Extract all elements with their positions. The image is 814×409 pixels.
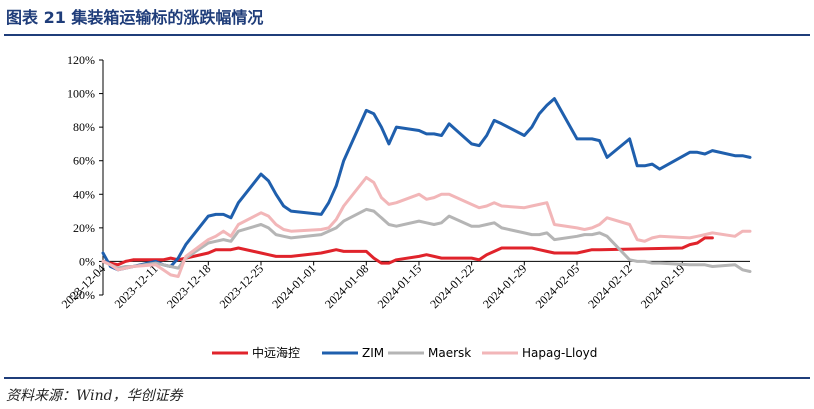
series-line-2 (101, 97, 752, 272)
series-line-1 (101, 236, 714, 267)
x-tick-label: 2024-01-15 (375, 262, 424, 311)
legend-label: Maersk (428, 346, 471, 360)
y-tick-label: 80% (73, 120, 95, 134)
y-tick-label: 120% (67, 53, 95, 67)
series-line-4 (101, 176, 752, 278)
y-tick-label: 60% (73, 154, 95, 168)
legend-label: 中远海控 (252, 345, 300, 360)
x-tick-label: 2024-02-05 (533, 262, 582, 311)
x-tick-label: 2024-01-22 (427, 262, 476, 311)
x-tick-label: 2024-02-19 (638, 262, 687, 311)
x-tick-label: 2023-12-18 (164, 262, 213, 311)
series-lines (101, 97, 752, 278)
legend-label: ZIM (362, 346, 384, 360)
y-tick-label: 40% (73, 187, 95, 201)
legend-label: Hapag-Lloyd (522, 346, 597, 360)
x-tick-labels: 2023-12-04 2023-12-11 2023-12-18 2023-12-25… (59, 262, 688, 311)
x-tick-label: 2024-02-12 (585, 262, 634, 311)
chart-axes (99, 59, 750, 296)
x-tick-label: 2024-01-29 (480, 262, 529, 311)
x-tick-label: 2023-12-25 (217, 262, 266, 311)
x-tick-label: 2024-01-01 (269, 262, 318, 311)
title-rule (4, 34, 810, 36)
y-tick-label: 0% (79, 254, 95, 268)
source-rule (4, 377, 810, 379)
y-tick-label: -20% (69, 288, 95, 302)
source-note: 资料来源：Wind，华创证券 (6, 388, 183, 404)
y-tick-labels: 120% 100% 80% 60% 40% 20% 0% -20% (67, 53, 95, 302)
y-tick-label: 100% (67, 87, 95, 101)
x-tick-label: 2024-01-08 (322, 262, 371, 311)
figure-title: 图表 21 集装箱运输标的涨跌幅情况 (6, 8, 264, 27)
chart-legend: 中远海控 ZIM Maersk Hapag-Lloyd (212, 345, 597, 360)
x-tick-label: 2023-12-04 (59, 262, 108, 311)
y-tick-label: 20% (73, 221, 95, 235)
series-line-3 (101, 207, 752, 273)
